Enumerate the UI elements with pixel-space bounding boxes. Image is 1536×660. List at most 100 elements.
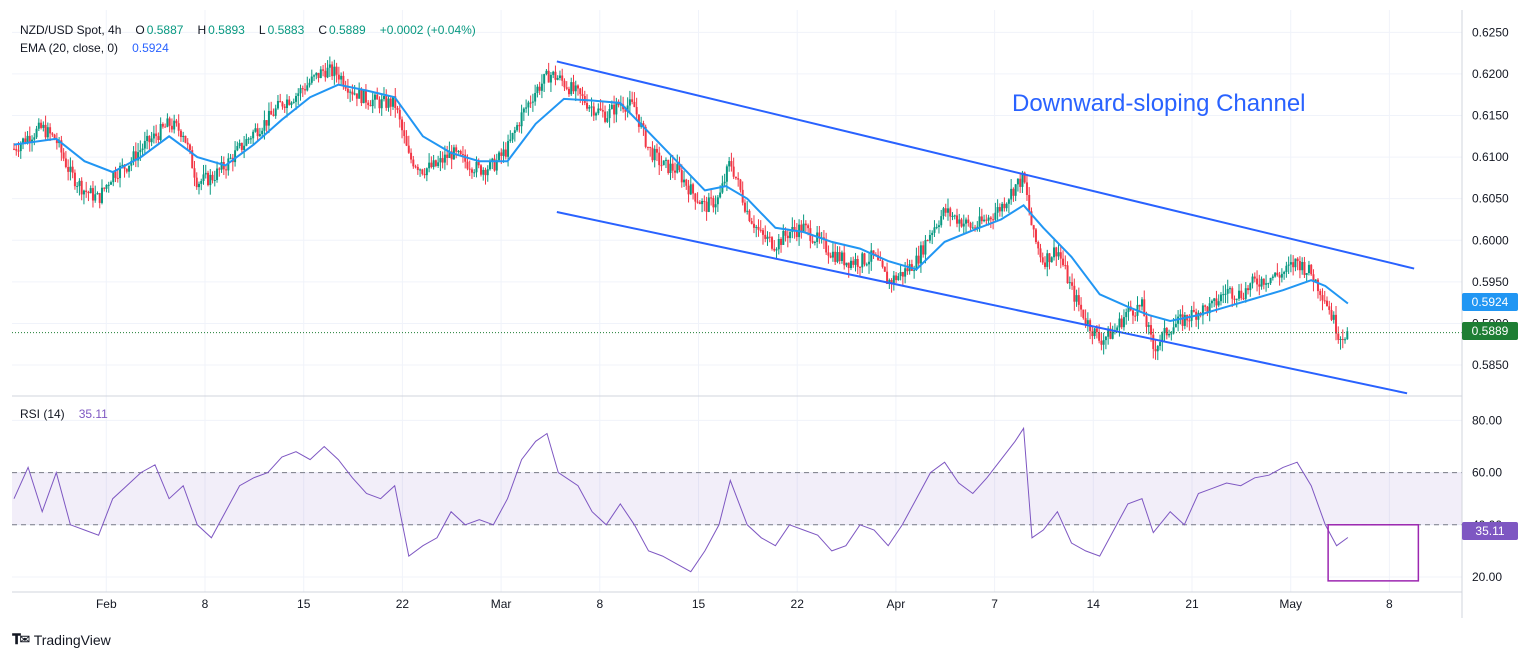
series-lines <box>13 83 1349 573</box>
candle-body <box>766 236 769 239</box>
time-tick-label: 8 <box>202 597 209 611</box>
candle-body <box>655 148 658 153</box>
rsi-label[interactable]: RSI (14) <box>20 407 65 421</box>
candle-body <box>870 250 873 262</box>
channel-annotation: Downward-sloping Channel <box>1012 90 1306 117</box>
candle-body <box>40 122 43 128</box>
candle-body <box>854 258 857 265</box>
candle-body <box>360 89 363 104</box>
candle-body <box>191 150 194 169</box>
candle-body <box>371 99 374 107</box>
candle-body <box>1059 252 1062 259</box>
candle-body <box>949 208 952 217</box>
candle-body <box>1323 300 1326 302</box>
candle-body <box>62 152 65 159</box>
candle-body <box>1278 275 1281 278</box>
candle-body <box>1064 265 1067 267</box>
low-value: 0.5883 <box>267 23 305 37</box>
candle-body <box>840 252 843 262</box>
candle-body <box>849 260 852 268</box>
candle-body <box>989 217 992 220</box>
candle-body <box>150 138 153 143</box>
candle-body <box>1003 203 1006 209</box>
candle-body <box>1265 283 1268 285</box>
candle-body <box>863 253 866 265</box>
candle-body <box>890 279 893 284</box>
candle-body <box>358 89 361 99</box>
candle-body <box>1226 288 1229 294</box>
candle-body <box>274 108 277 116</box>
candle-body <box>836 252 839 262</box>
candle-body <box>441 158 444 163</box>
candle-body <box>143 140 146 149</box>
candle-body <box>696 201 699 203</box>
candle-body <box>549 74 552 83</box>
candle-body <box>838 252 841 262</box>
candle-body <box>987 217 990 221</box>
candle-body <box>195 177 198 188</box>
candle-body <box>1344 339 1347 341</box>
candle-body <box>933 227 936 233</box>
candle-body <box>1091 331 1094 337</box>
candle-body <box>1100 340 1103 345</box>
candle-body <box>1231 288 1234 299</box>
candle-body <box>125 168 128 172</box>
candle-body <box>141 148 144 151</box>
candle-body <box>881 260 884 267</box>
candle-body <box>527 102 530 108</box>
candle-body <box>1077 295 1080 305</box>
candle-body <box>1222 294 1225 296</box>
candle-body <box>116 177 119 179</box>
candle-body <box>664 159 667 161</box>
last-price-tag: 0.5889 <box>1462 322 1518 340</box>
symbol-title[interactable]: NZD/USD Spot, 4h <box>20 23 122 37</box>
candle-body <box>748 210 751 222</box>
candle-body <box>493 158 496 171</box>
candle-body <box>1269 277 1272 284</box>
candle-body <box>331 64 334 77</box>
candle-body <box>1001 203 1004 212</box>
tradingview-brand[interactable]: 𝐓✉ TradingView <box>12 631 111 648</box>
candle-body <box>396 107 399 110</box>
price-tick-label: 0.5950 <box>1472 275 1509 289</box>
candle-body <box>1118 318 1121 328</box>
ema-price-tag: 0.5924 <box>1462 293 1518 311</box>
candle-body <box>992 219 995 221</box>
candle-body <box>761 230 764 235</box>
candle-body <box>935 226 938 228</box>
candle-body <box>922 245 925 255</box>
candle-body <box>1143 299 1146 317</box>
candle-body <box>518 125 521 127</box>
candle-body <box>405 136 408 146</box>
candle-body <box>1030 211 1033 226</box>
ema-label[interactable]: EMA (20, close, 0) <box>20 41 119 55</box>
candle-body <box>1330 309 1333 320</box>
candle-body <box>292 101 295 103</box>
candle-body <box>170 125 173 130</box>
candle-body <box>1014 184 1017 196</box>
candle-body <box>579 88 582 95</box>
candle-body <box>1043 262 1046 267</box>
candle-body <box>716 197 719 205</box>
candle-body <box>428 162 431 169</box>
time-tick-label: Feb <box>96 597 117 611</box>
candle-body <box>306 85 309 91</box>
candle-body <box>407 145 410 153</box>
candle-body <box>1145 316 1148 327</box>
candle-body <box>1321 295 1324 301</box>
open-label: O <box>135 23 145 37</box>
candle-body <box>1319 291 1322 296</box>
candle-body <box>1034 229 1037 243</box>
candle-body <box>502 149 505 156</box>
candle-body <box>606 118 609 122</box>
candle-body <box>33 137 36 140</box>
candle-body <box>795 230 798 238</box>
candle-body <box>385 96 388 108</box>
candle-body <box>604 111 607 122</box>
candle-body <box>739 179 742 190</box>
candle-body <box>479 165 482 175</box>
candle-body <box>392 96 395 107</box>
candle-body <box>978 216 981 227</box>
candle-body <box>915 255 918 271</box>
